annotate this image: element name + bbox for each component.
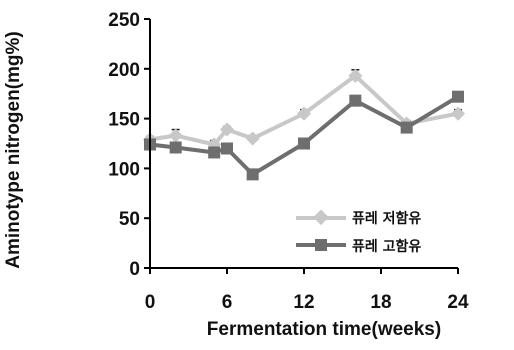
legend-label-high: 퓨레 고함유 <box>352 238 421 255</box>
data-point <box>208 146 221 159</box>
data-point <box>349 94 362 107</box>
x-tick-label: 24 <box>447 292 469 313</box>
data-point <box>246 168 259 181</box>
series-layer <box>142 68 466 181</box>
legend-entry-low: 퓨레 저함유 <box>296 209 421 227</box>
x-ticks: 0 6 12 18 24 <box>145 268 469 313</box>
y-tick-label: 150 <box>108 110 140 131</box>
legend-label-low: 퓨레 저함유 <box>352 210 421 227</box>
y-axis-title: Aminotype nitrogen(mg%) <box>3 31 24 269</box>
data-point <box>221 142 233 155</box>
data-point <box>452 90 464 103</box>
x-tick-label: 18 <box>370 292 391 313</box>
data-point <box>348 68 363 83</box>
x-tick-label: 12 <box>293 292 314 313</box>
data-point <box>245 131 260 146</box>
data-point <box>296 106 312 121</box>
data-point <box>168 128 183 143</box>
x-tick-label: 0 <box>145 292 156 313</box>
y-tick-label: 100 <box>108 159 140 180</box>
legend-marker-high <box>315 239 327 251</box>
data-point <box>400 121 413 134</box>
y-tick-label: 250 <box>108 10 140 31</box>
data-point <box>450 106 466 121</box>
data-point <box>169 141 182 154</box>
y-tick-label: 200 <box>108 60 140 81</box>
data-point <box>298 137 310 150</box>
y-ticks: 0 50 100 150 200 250 <box>108 10 150 280</box>
y-tick-label: 50 <box>119 209 140 230</box>
legend-entry-high: 퓨레 고함유 <box>296 238 421 255</box>
y-tick-label: 0 <box>129 259 140 280</box>
legend-marker-low <box>313 209 329 226</box>
x-axis-title: Fermentation time(weeks) <box>207 319 441 340</box>
x-tick-label: 6 <box>222 292 233 313</box>
legend: 퓨레 저함유 퓨레 고함유 <box>296 209 421 255</box>
